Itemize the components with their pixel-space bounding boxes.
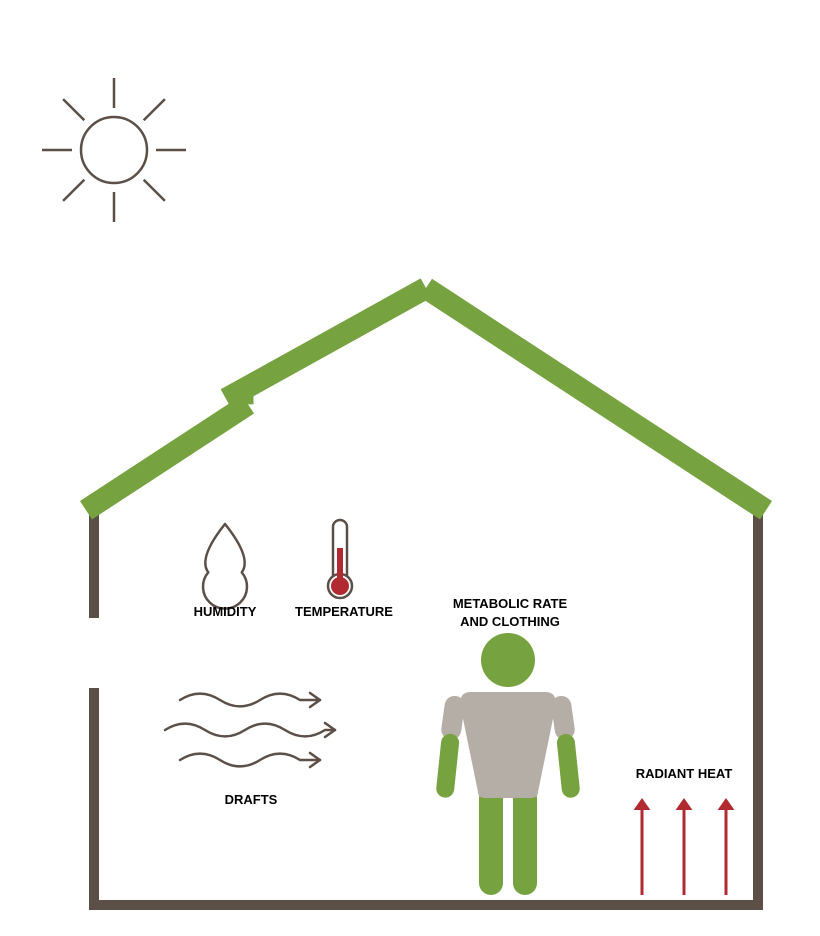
label-metabolic-2: AND CLOTHING [460, 614, 560, 629]
label-radiant: RADIANT HEAT [636, 766, 733, 781]
label-metabolic-1: METABOLIC RATE [453, 596, 568, 611]
label-temperature: TEMPERATURE [295, 604, 393, 619]
label-humidity: HUMIDITY [194, 604, 257, 619]
label-drafts: DRAFTS [225, 792, 278, 807]
